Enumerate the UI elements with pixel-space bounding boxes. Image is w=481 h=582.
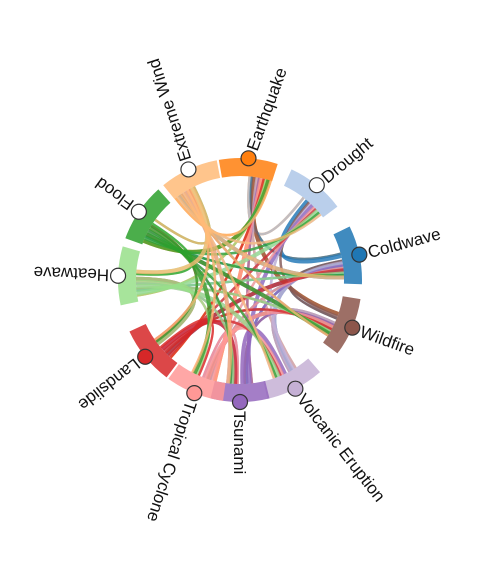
node-label-earthquake: Earthquake bbox=[243, 65, 291, 153]
chord-10-5 bbox=[183, 190, 233, 384]
node-label-landslide: Landslide bbox=[75, 354, 144, 414]
arc-band-flood bbox=[125, 189, 171, 245]
arc-band-wildfire bbox=[323, 296, 361, 354]
chord-9-0 bbox=[142, 179, 271, 254]
node-dot-landslide[interactable] bbox=[137, 348, 154, 365]
arc-band-coldwave bbox=[333, 226, 362, 285]
node-dot-coldwave[interactable] bbox=[351, 246, 368, 263]
chord-8-7 bbox=[135, 276, 196, 346]
chord-4-2 bbox=[272, 261, 343, 372]
node-dot-drought[interactable] bbox=[308, 177, 325, 194]
node-dot-extreme-wind[interactable] bbox=[180, 161, 197, 178]
chord-10-0 bbox=[174, 180, 272, 237]
node-dot-earthquake[interactable] bbox=[240, 150, 257, 167]
arc-band-volcanic-eruption bbox=[263, 358, 321, 399]
node-dot-flood[interactable] bbox=[130, 203, 147, 220]
node-label-flood: Flood bbox=[92, 173, 138, 213]
arc-band-tsunami bbox=[210, 380, 270, 402]
node-label-extreme-wind: Extreme Wind bbox=[144, 56, 195, 163]
arc-band-earthquake bbox=[218, 158, 278, 182]
chord-10-9 bbox=[154, 186, 212, 245]
arc-bands bbox=[117, 158, 362, 402]
chord-9-6 bbox=[148, 226, 212, 375]
arc-band-landslide bbox=[129, 323, 178, 378]
node-label-volcanic-eruption: Volcanic Eruption bbox=[293, 390, 389, 505]
node-dot-wildfire[interactable] bbox=[344, 319, 361, 336]
chord-7-5 bbox=[160, 319, 238, 384]
chord-8-4 bbox=[136, 283, 281, 378]
chord-10-8 bbox=[136, 186, 209, 275]
node-label-heatwave: Heatwave bbox=[33, 263, 109, 285]
node-label-drought: Drought bbox=[318, 133, 377, 187]
node-label-tropical-cyclone: Tropical Cyclone bbox=[143, 399, 200, 525]
chord-10-6 bbox=[186, 189, 217, 374]
arc-band-heatwave bbox=[117, 246, 141, 306]
chord-2-1 bbox=[278, 199, 342, 264]
node-label-wildfire: Wildfire bbox=[357, 322, 417, 359]
node-label-tsunami: Tsunami bbox=[230, 411, 249, 474]
node-dot-heatwave[interactable] bbox=[109, 267, 127, 284]
node-dot-volcanic-eruption[interactable] bbox=[287, 380, 304, 397]
chord-6-3 bbox=[205, 310, 334, 380]
arc-band-drought bbox=[283, 169, 338, 218]
node-label-coldwave: Coldwave bbox=[366, 224, 443, 262]
arc-band-tropical-cyclone bbox=[168, 364, 226, 401]
chord-10-7 bbox=[154, 188, 210, 341]
node-dot-tsunami[interactable] bbox=[231, 393, 249, 411]
chord-9-7 bbox=[150, 224, 199, 343]
chord-6-4 bbox=[204, 327, 285, 379]
chord-5-1 bbox=[246, 204, 315, 384]
chords bbox=[135, 176, 345, 385]
node-dot-tropical-cyclone[interactable] bbox=[186, 385, 203, 402]
arc-band-extreme-wind bbox=[163, 160, 221, 200]
chord-8-5 bbox=[136, 282, 235, 384]
